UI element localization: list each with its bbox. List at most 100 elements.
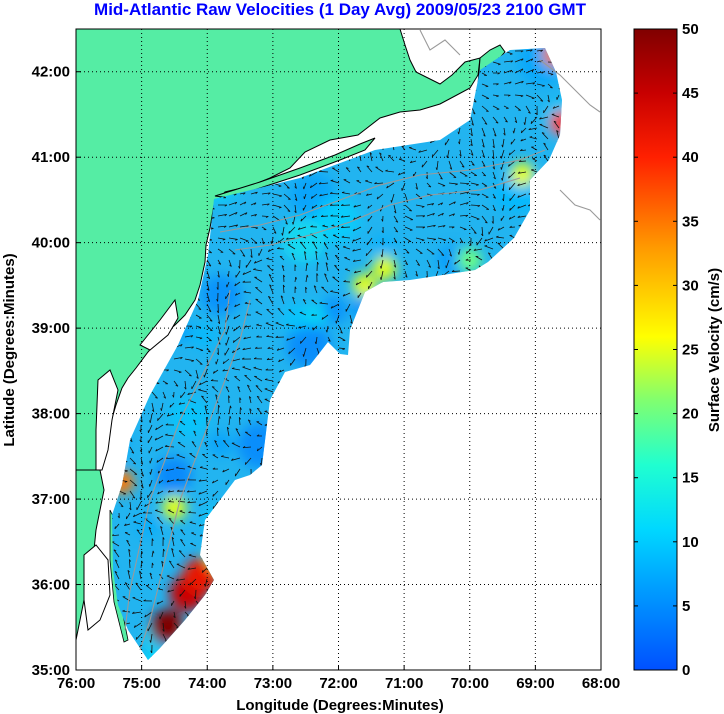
velocity-arrow-head xyxy=(142,511,146,514)
velocity-arrow xyxy=(212,501,219,510)
chesapeake-bay xyxy=(95,369,119,471)
velocity-arrow-head xyxy=(306,262,309,266)
velocity-arrow xyxy=(338,325,343,334)
velocity-arrow-head xyxy=(256,335,259,338)
velocity-arrow xyxy=(217,270,220,278)
velocity-arrow-head xyxy=(285,237,289,240)
velocity-arrow-head xyxy=(324,273,327,276)
velocity-arrow xyxy=(239,248,246,257)
velocity-arrow-head xyxy=(124,582,128,585)
velocity-arrow-head xyxy=(266,308,270,311)
velocity-arrow-head xyxy=(393,277,396,280)
velocity-arrow-head xyxy=(199,466,203,468)
velocity-arrow xyxy=(532,158,538,162)
velocity-arrow-head xyxy=(440,177,443,180)
velocity-arrow xyxy=(492,193,496,199)
velocity-arrow-head xyxy=(390,199,392,203)
velocity-arrow xyxy=(247,419,252,426)
velocity-arrow xyxy=(147,490,153,498)
velocity-arrow-head xyxy=(276,348,280,351)
velocity-arrow-head xyxy=(300,218,302,222)
velocity-arrow-head xyxy=(374,182,377,185)
velocity-arrow xyxy=(187,391,197,396)
velocity-arrow-head xyxy=(201,395,204,398)
velocity-arrow xyxy=(514,68,524,74)
velocity-arrow-head xyxy=(477,194,480,196)
velocity-arrow-head xyxy=(193,596,196,600)
velocity-arrow-head xyxy=(311,215,315,219)
velocity-arrow xyxy=(145,584,153,591)
velocity-arrow-head xyxy=(243,290,247,293)
velocity-arrow-head xyxy=(556,130,559,133)
velocity-arrow xyxy=(529,136,538,140)
velocity-arrow-head xyxy=(267,249,270,252)
velocity-arrow xyxy=(204,578,208,587)
velocity-arrow-head xyxy=(186,490,190,493)
velocity-arrow xyxy=(458,248,461,255)
velocity-arrow-head xyxy=(157,517,160,519)
velocity-arrow xyxy=(319,302,329,305)
velocity-arrow-head xyxy=(386,185,389,189)
velocity-arrow-head xyxy=(517,206,520,209)
velocity-arrow-head xyxy=(257,407,260,410)
velocity-arrow xyxy=(151,402,155,412)
velocity-arrow-head xyxy=(312,327,314,331)
velocity-arrow-head xyxy=(217,275,220,278)
velocity-arrow-head xyxy=(166,414,170,417)
velocity-arrow xyxy=(140,551,143,558)
velocity-arrow-head xyxy=(366,274,368,278)
velocity-arrow-head xyxy=(485,110,489,112)
velocity-arrow-head xyxy=(388,154,392,157)
velocity-arrow xyxy=(385,170,395,173)
velocity-arrow-head xyxy=(253,268,256,270)
velocity-arrow-head xyxy=(243,336,246,340)
velocity-arrow-head xyxy=(520,95,524,98)
velocity-arrow-head xyxy=(129,507,132,511)
velocity-arrow xyxy=(239,201,247,206)
velocity-arrow xyxy=(300,215,307,222)
velocity-arrow xyxy=(326,325,329,333)
velocity-arrow xyxy=(454,259,461,265)
velocity-arrow-head xyxy=(279,255,283,258)
velocity-arrow xyxy=(283,182,290,189)
velocity-arrow xyxy=(247,384,252,393)
velocity-arrow xyxy=(437,237,447,241)
velocity-arrow xyxy=(206,292,210,302)
velocity-arrow xyxy=(409,147,417,151)
velocity-arrow-head xyxy=(465,258,469,261)
velocity-arrow-head xyxy=(315,250,318,254)
velocity-arrow xyxy=(500,160,505,170)
velocity-arrow xyxy=(166,479,175,483)
velocity-arrow-head xyxy=(189,521,193,523)
velocity-arrow-head xyxy=(139,429,142,433)
velocity-arrow-head xyxy=(409,210,412,212)
velocity-arrow-head xyxy=(265,216,269,218)
velocity-arrow-head xyxy=(366,193,369,196)
velocity-arrow xyxy=(344,268,351,272)
velocity-arrow xyxy=(353,215,362,221)
velocity-arrow xyxy=(112,534,120,537)
velocity-arrow-head xyxy=(199,363,203,365)
velocity-arrow xyxy=(206,347,211,353)
velocity-arrow-head xyxy=(210,228,214,230)
velocity-arrow xyxy=(261,226,267,231)
velocity-arrow xyxy=(222,369,230,372)
velocity-arrow-head xyxy=(380,277,382,280)
velocity-arrow-head xyxy=(178,550,182,552)
velocity-arrow xyxy=(448,182,458,185)
velocity-arrow xyxy=(264,388,274,393)
velocity-arrow-head xyxy=(256,448,259,452)
velocity-arrow-head xyxy=(281,232,283,236)
velocity-arrow xyxy=(171,548,175,558)
velocity-arrow xyxy=(193,430,197,437)
velocity-arrow-head xyxy=(244,374,248,377)
velocity-arrow-head xyxy=(125,470,128,472)
velocity-arrow-head xyxy=(238,266,240,269)
velocity-arrow xyxy=(211,386,219,393)
velocity-arrow-head xyxy=(259,462,262,466)
velocity-arrow-head xyxy=(520,148,523,152)
velocity-arrow-head xyxy=(508,163,510,167)
velocity-arrow-head xyxy=(154,437,157,441)
velocity-arrow-head xyxy=(209,329,213,332)
velocity-arrow xyxy=(426,237,436,240)
